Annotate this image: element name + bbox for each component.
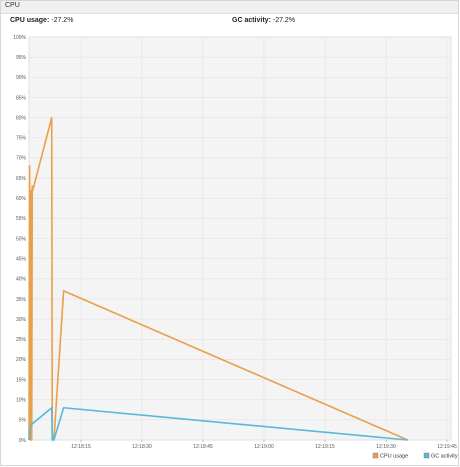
y-tick-label: 30%	[16, 317, 27, 323]
cpu-usage-value: -27.2%	[51, 17, 74, 24]
y-tick-label: 0%	[19, 438, 27, 444]
y-tick-label: 60%	[16, 196, 27, 202]
y-tick-label: 25%	[16, 337, 27, 343]
x-tick-label: 12:18:45	[193, 444, 213, 450]
gc-activity-stat: GC activity: -27.2%	[232, 17, 295, 24]
y-tick-label: 70%	[16, 156, 27, 162]
y-tick-label: 50%	[16, 236, 27, 242]
x-tick-label: 12:19:30	[376, 444, 396, 450]
cpu-usage-stat: CPU usage: -27.2%	[10, 17, 73, 24]
y-tick-label: 90%	[16, 75, 27, 81]
legend-label: GC activity	[431, 454, 458, 460]
y-tick-label: 65%	[16, 176, 27, 182]
series-line-gc-activity	[28, 406, 408, 441]
y-tick-label: 20%	[16, 357, 27, 363]
panel-titlebar: CPU	[1, 1, 458, 14]
legend-swatch	[423, 452, 430, 459]
x-tick-label: 12:19:00	[254, 444, 274, 450]
x-tick-label: 12:18:15	[71, 444, 91, 450]
gc-activity-value: -27.2%	[272, 17, 296, 24]
y-tick-label: 95%	[16, 55, 27, 61]
y-tick-label: 85%	[16, 95, 27, 101]
gc-activity-label: GC activity:	[232, 17, 271, 24]
y-tick-label: 100%	[13, 35, 26, 41]
y-tick-label: 5%	[19, 418, 27, 424]
y-tick-label: 40%	[16, 277, 27, 283]
y-tick-label: 35%	[16, 297, 27, 303]
y-tick-label: 15%	[16, 377, 27, 383]
x-tick-label: 12:19:15	[315, 444, 335, 450]
panel-title: CPU	[5, 2, 20, 9]
legend-label: CPU usage	[380, 454, 408, 460]
y-tick-label: 10%	[16, 398, 27, 404]
y-tick-label: 75%	[16, 136, 27, 142]
x-tick-label: 12:18:30	[132, 444, 152, 450]
y-tick-label: 45%	[16, 256, 27, 262]
legend-swatch	[372, 452, 379, 459]
y-tick-label: 55%	[16, 216, 27, 222]
y-tick-label: 80%	[16, 115, 27, 121]
x-tick-label: 12:19:45	[437, 444, 457, 450]
cpu-usage-label: CPU usage:	[10, 17, 50, 24]
